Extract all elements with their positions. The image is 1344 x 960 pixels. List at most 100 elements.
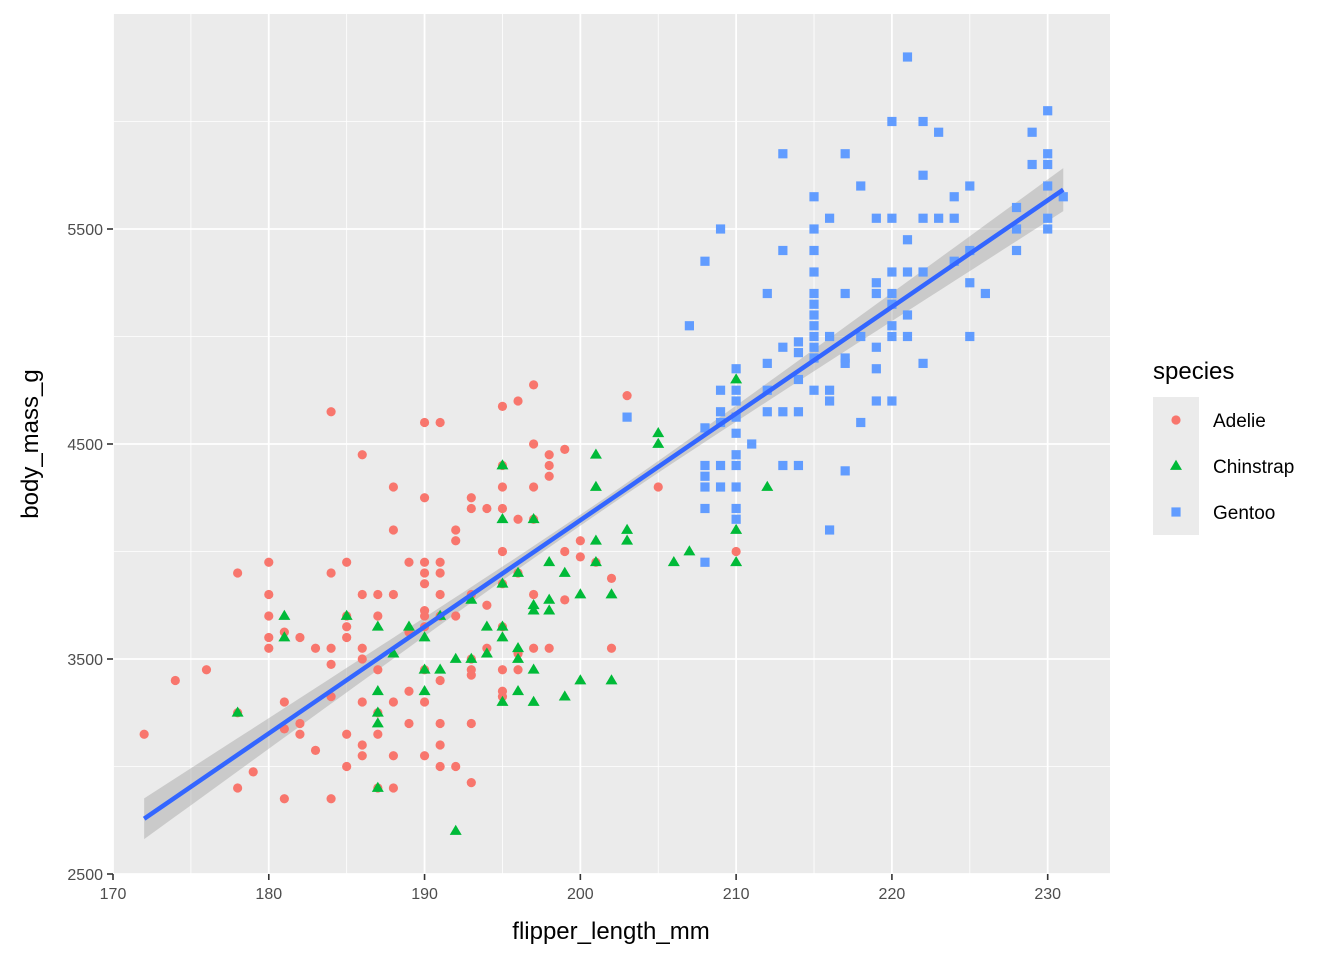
point-chinstrap [496, 577, 509, 588]
point-gentoo [887, 288, 897, 299]
point-gentoo [731, 460, 741, 471]
point-adelie [529, 589, 539, 600]
point-adelie [497, 401, 508, 411]
regression-line-layer [142, 187, 1065, 821]
point-adelie [466, 778, 476, 788]
point-gentoo [715, 407, 726, 417]
point-adelie [264, 589, 274, 600]
point-chinstrap [512, 641, 525, 653]
point-gentoo [700, 256, 710, 266]
point-gentoo [824, 331, 835, 342]
point-gentoo [793, 374, 804, 385]
x-tick-label: 180 [255, 886, 282, 903]
point-gentoo [793, 407, 804, 417]
point-gentoo [778, 460, 788, 471]
point-adelie [653, 482, 663, 492]
point-gentoo [856, 331, 866, 342]
point-gentoo [1043, 213, 1053, 223]
point-chinstrap [527, 598, 540, 610]
legend-label: Adelie [1213, 411, 1266, 432]
point-chinstrap [621, 534, 634, 545]
point-adelie [419, 611, 430, 621]
legend-item-gentoo: Gentoo [1153, 489, 1275, 535]
point-adelie [575, 552, 585, 562]
point-adelie [295, 718, 305, 729]
legend-label: Chinstrap [1213, 457, 1294, 478]
point-adelie [388, 751, 399, 761]
point-adelie [248, 767, 258, 777]
point-gentoo [1043, 224, 1053, 234]
point-gentoo [1027, 127, 1037, 137]
point-adelie [575, 536, 585, 546]
point-chinstrap [402, 620, 415, 631]
point-gentoo [809, 385, 819, 395]
point-gentoo [965, 245, 975, 256]
point-gentoo [871, 288, 881, 299]
x-axis-title: flipper_length_mm [512, 918, 709, 945]
point-adelie [513, 396, 523, 406]
point-adelie [357, 654, 367, 664]
point-gentoo [684, 321, 694, 331]
point-gentoo [1043, 106, 1053, 116]
point-adelie [466, 503, 476, 514]
point-adelie [544, 471, 554, 481]
point-adelie [435, 417, 445, 428]
point-adelie [435, 557, 445, 567]
point-gentoo [840, 353, 850, 363]
point-gentoo [747, 439, 757, 449]
point-gentoo [902, 310, 913, 320]
point-gentoo [887, 396, 897, 406]
point-adelie [435, 740, 445, 750]
point-chinstrap [496, 512, 509, 524]
point-gentoo [700, 503, 710, 514]
point-gentoo [809, 245, 819, 256]
point-adelie [466, 670, 476, 680]
point-adelie [560, 595, 570, 605]
legend-marker-chinstrap [1170, 459, 1182, 470]
point-chinstrap [652, 426, 665, 438]
y-tick-label: 3500 [67, 652, 103, 669]
point-gentoo [715, 224, 726, 234]
point-adelie [497, 546, 508, 557]
point-gentoo [1027, 159, 1037, 170]
point-chinstrap [496, 631, 509, 642]
point-adelie [404, 557, 414, 567]
x-tick-label: 170 [100, 886, 127, 903]
point-gentoo [934, 127, 944, 137]
point-adelie [482, 600, 492, 610]
point-chinstrap [371, 781, 384, 792]
point-gentoo [1043, 181, 1053, 191]
point-adelie [233, 568, 243, 578]
point-gentoo [887, 213, 897, 223]
point-gentoo [824, 213, 835, 223]
point-adelie [342, 632, 352, 643]
point-adelie [342, 729, 352, 739]
point-gentoo [887, 331, 897, 342]
point-adelie [326, 794, 336, 804]
x-axis: 170 180 190 200 210 220 230 [100, 874, 1061, 903]
point-adelie [419, 557, 430, 567]
point-chinstrap [730, 555, 743, 567]
point-gentoo [793, 337, 804, 347]
point-gentoo [809, 288, 819, 299]
point-adelie [279, 794, 289, 804]
point-chinstrap [418, 684, 431, 696]
x-tick-label: 230 [1034, 886, 1061, 903]
point-adelie [419, 579, 430, 589]
point-chinstrap [683, 545, 696, 556]
point-gentoo [824, 525, 835, 535]
point-gentoo [700, 557, 710, 567]
point-gentoo [887, 321, 897, 331]
regression-line [142, 187, 1065, 821]
point-gentoo [856, 181, 866, 191]
point-gentoo [809, 310, 819, 320]
point-adelie [388, 697, 399, 707]
point-gentoo [700, 482, 710, 492]
point-adelie [497, 665, 508, 675]
point-chinstrap [527, 512, 540, 524]
legend-item-chinstrap: Chinstrap [1153, 443, 1294, 489]
point-chinstrap [667, 555, 680, 567]
point-gentoo [809, 224, 819, 234]
point-chinstrap [496, 459, 509, 470]
point-gentoo [715, 482, 726, 492]
